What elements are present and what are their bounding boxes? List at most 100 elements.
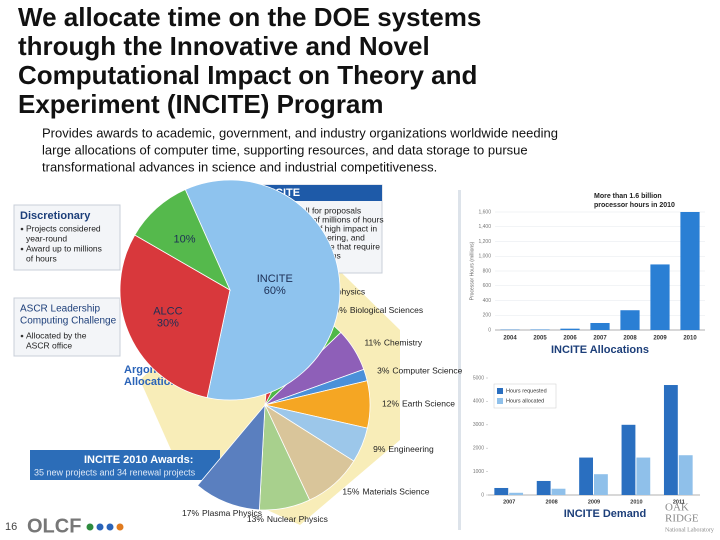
y-tick-label: 1,600	[478, 209, 491, 215]
slice-value: 9%	[335, 305, 348, 315]
y-axis-label: Processor Hours (millions)	[469, 241, 475, 300]
logo-dot	[96, 523, 104, 531]
y-tick-label: 5000	[473, 375, 484, 381]
slice-label: 11% Chemistry	[364, 338, 422, 348]
x-tick-label: 2008	[545, 499, 557, 505]
slice-name: ALCC	[153, 306, 182, 318]
divider	[458, 190, 461, 530]
y-tick-label: 1,400	[478, 224, 491, 230]
bullet	[20, 247, 24, 251]
slice-name: Chemistry	[384, 338, 423, 348]
lab-logo: RIDGE	[665, 513, 699, 525]
x-tick-label: 2010	[630, 499, 642, 505]
chart-title: INCITE Demand	[564, 508, 647, 520]
bar	[650, 264, 670, 330]
bullet-text: For projects of high impact in	[268, 223, 377, 233]
body-line: Provides awards to academic, government,…	[42, 125, 558, 140]
slice-name: Nuclear Physics	[267, 514, 328, 524]
y-tick-label: 200	[483, 313, 492, 319]
y-tick-label: 600	[483, 283, 492, 289]
lab-logo: National Laboratory	[665, 527, 714, 533]
slice-label: 12% Earth Science	[382, 399, 455, 409]
x-tick-label: 2010	[683, 336, 697, 342]
slice-label: 15% Materials Science	[342, 487, 429, 497]
slice-value: 15%	[342, 487, 359, 497]
bar	[663, 385, 678, 495]
annotation: More than 1.6 billion	[594, 193, 662, 200]
pie-slice	[196, 403, 266, 511]
y-tick-label: 0	[481, 492, 484, 498]
awards-text: 35 new projects and 34 renewal projects	[34, 467, 196, 477]
slice-name: Materials Science	[362, 487, 429, 497]
discretionary-box	[13, 204, 121, 271]
legend-label: Hours requested	[506, 388, 547, 394]
page-number: 16	[5, 521, 17, 533]
logo-dot	[106, 523, 114, 531]
x-tick-label: 2011	[673, 499, 685, 505]
bullet-text: Projects considered	[26, 223, 101, 233]
title-line: Experiment (INCITE) Program	[18, 89, 384, 119]
awards-heading: INCITE 2010 Awards:	[84, 454, 193, 466]
legend-swatch	[497, 398, 503, 404]
slice-name: Computer Science	[392, 366, 462, 376]
bar	[594, 474, 608, 495]
y-tick-label: 1,200	[478, 239, 491, 245]
slice-label: 9% Engineering	[373, 444, 434, 454]
bullet-text: Allocated by the	[26, 330, 87, 340]
pie-slice	[119, 234, 231, 399]
slice-name: Earth Science	[402, 399, 455, 409]
awards-band	[30, 450, 220, 480]
bar	[494, 487, 509, 495]
body-line: transformational advances in science and…	[42, 159, 437, 174]
slice-value: 13%	[247, 514, 264, 524]
body-line: large allocations of computer time, supp…	[42, 142, 528, 157]
y-tick-label: 2000	[473, 446, 484, 452]
title-line: We allocate time on the DOE systems	[18, 2, 481, 32]
lab-logo: OAK	[665, 502, 689, 514]
x-tick-label: 2007	[503, 499, 515, 505]
legend-box	[493, 383, 557, 409]
chart-title: INCITE Allocations	[551, 344, 649, 356]
slice-value: 30%	[157, 318, 179, 330]
bar	[579, 457, 593, 495]
pie-slice	[134, 188, 231, 291]
pie-slice	[184, 179, 341, 401]
bar	[678, 455, 693, 495]
bar	[536, 480, 551, 495]
bullet-text: Annual call for proposals	[268, 205, 361, 215]
bar	[636, 457, 651, 495]
bullet	[20, 334, 24, 338]
box-heading: Discretionary	[20, 210, 91, 222]
bullet-text: Award up to millions	[26, 243, 102, 253]
y-tick-label: 3000	[473, 422, 484, 428]
logo-dot	[86, 523, 94, 531]
x-tick-label: 2007	[593, 336, 607, 342]
annotation: processor hours in 2010	[594, 202, 675, 209]
slice-label: 9% Biological Sciences	[335, 305, 424, 315]
y-tick-label: 800	[483, 268, 492, 274]
x-tick-label: 2009	[588, 499, 600, 505]
bullet-text: year-round	[26, 233, 67, 243]
ascr-box	[13, 297, 121, 357]
y-tick-label: 4000	[473, 399, 484, 405]
x-tick-label: 2004	[503, 336, 517, 342]
slice-value: 3%	[377, 366, 390, 376]
y-tick-label: 0	[488, 327, 491, 333]
x-tick-label: 2008	[623, 336, 637, 342]
bullet-text: Award tens of millions of hours	[268, 214, 384, 224]
title-line: Computational Impact on Theory and	[18, 60, 477, 90]
logo-dot	[116, 523, 124, 531]
y-tick-label: 400	[483, 298, 492, 304]
bar	[560, 328, 580, 330]
y-tick-label: 1000	[473, 469, 484, 475]
legend-swatch	[497, 388, 503, 394]
slice-name: Biological Sciences	[350, 305, 423, 315]
content: We allocate time on the DOE systemsthrou…	[5, 2, 714, 537]
x-tick-label: 2009	[653, 336, 667, 342]
box-heading: ASCR Leadership	[20, 304, 100, 315]
bullet-text: of hours	[26, 253, 57, 263]
bar	[509, 492, 524, 495]
slice-value: 11%	[364, 338, 381, 348]
bar	[590, 322, 610, 330]
